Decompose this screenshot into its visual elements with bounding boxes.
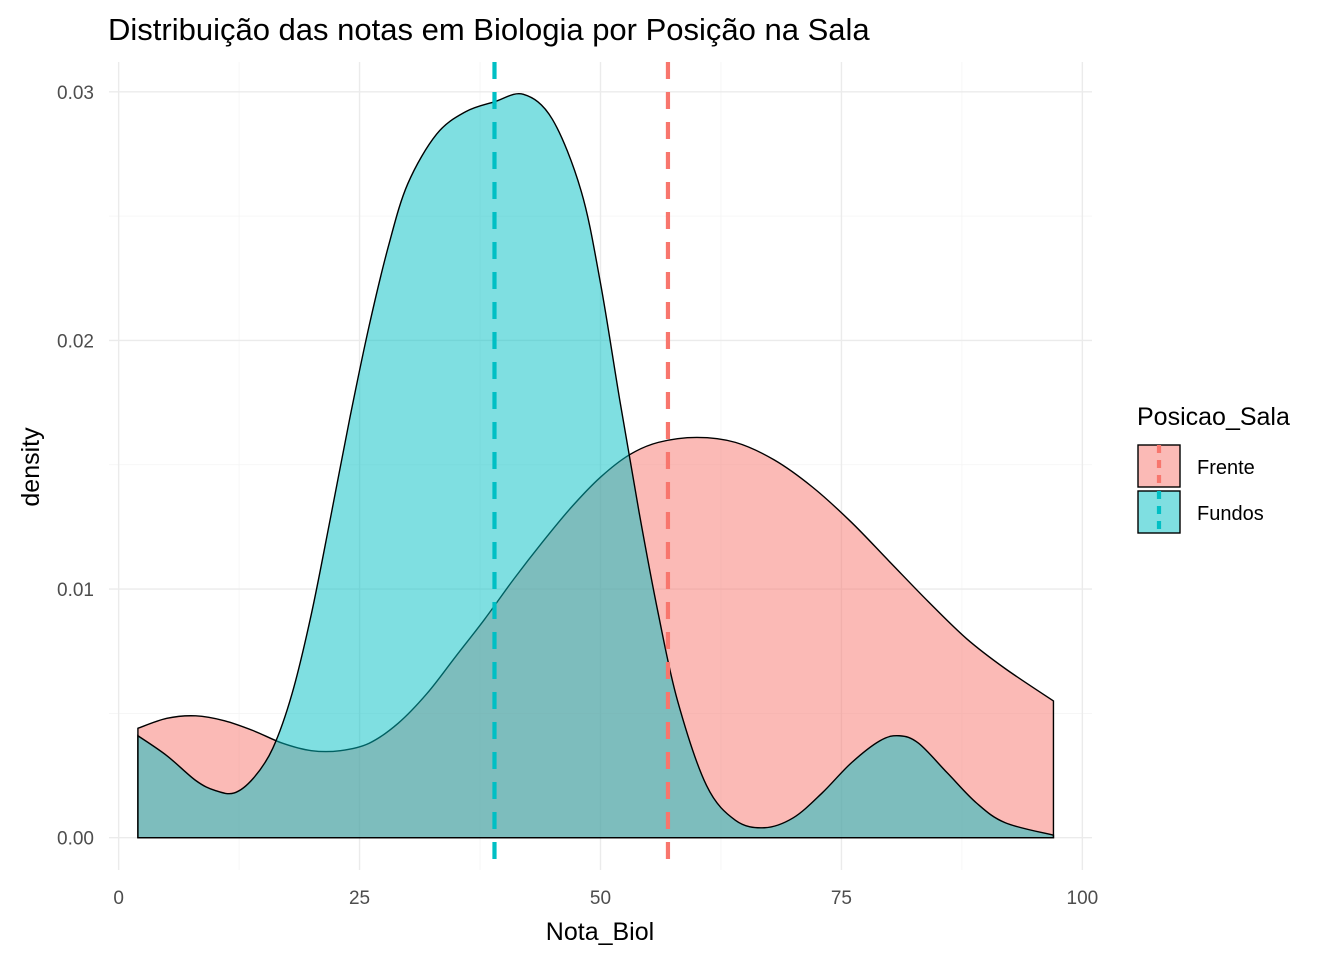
density-area-fundos <box>137 92 1055 839</box>
x-tick-label: 0 <box>113 888 124 909</box>
density-areas <box>137 92 1055 839</box>
x-tick-label: 50 <box>590 888 611 909</box>
legend-label-fundos: Fundos <box>1197 503 1264 525</box>
legend-title: Posicao_Sala <box>1137 403 1290 431</box>
x-axis-title: Nota_Biol <box>546 918 654 946</box>
y-tick-label: 0.03 <box>57 83 94 104</box>
mean-lines <box>492 62 671 870</box>
y-tick-label: 0.01 <box>57 580 94 601</box>
y-tick-label: 0.02 <box>57 331 94 352</box>
legend-item-frente: Frente <box>1137 444 1255 488</box>
y-axis-ticks: 0.00 0.01 0.02 0.03 <box>57 83 94 850</box>
x-tick-label: 75 <box>831 888 852 909</box>
chart-title: Distribuição das notas em Biologia por P… <box>108 12 870 47</box>
legend-items: Frente Fundos <box>1137 444 1264 534</box>
y-tick-label: 0.00 <box>57 829 94 850</box>
x-axis-ticks: 0 25 50 75 100 <box>113 888 1098 909</box>
x-tick-label: 25 <box>349 888 370 909</box>
x-tick-label: 100 <box>1067 888 1099 909</box>
legend: Posicao_Sala Frente Fundos <box>1137 403 1290 534</box>
legend-label-frente: Frente <box>1197 457 1255 479</box>
y-axis-title: density <box>17 427 45 507</box>
legend-item-fundos: Fundos <box>1137 490 1264 534</box>
